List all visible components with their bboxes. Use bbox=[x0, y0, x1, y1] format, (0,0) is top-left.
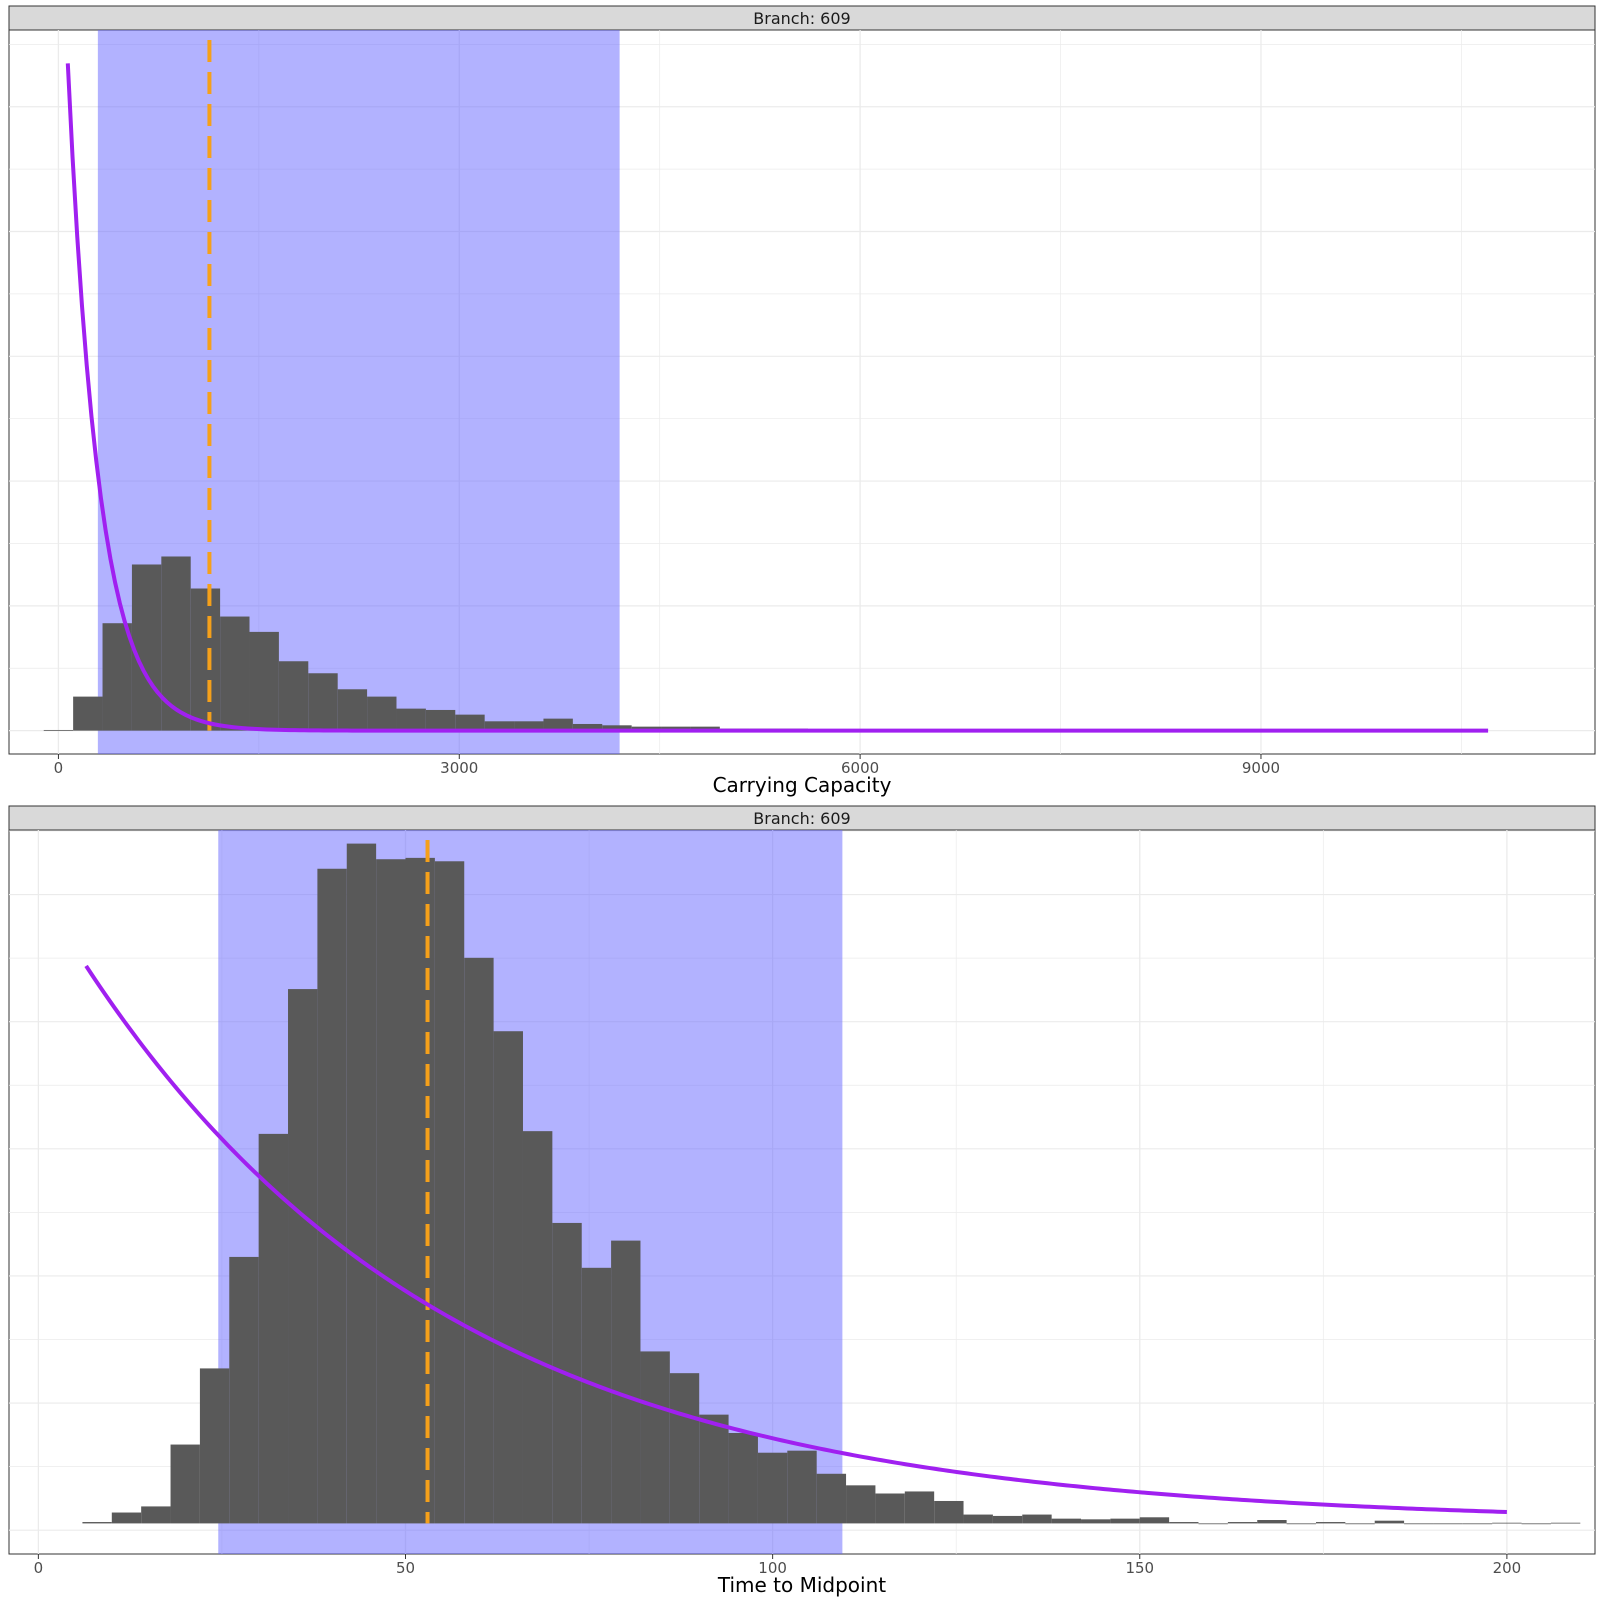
histogram-bar bbox=[572, 723, 603, 731]
strip-background bbox=[8, 5, 1596, 31]
strip-label: Branch: 609 bbox=[753, 9, 850, 28]
histogram-bar bbox=[1462, 1523, 1493, 1525]
histogram-bar bbox=[963, 1514, 993, 1524]
histogram-bar bbox=[1374, 1520, 1405, 1524]
histogram-bar bbox=[875, 1493, 905, 1524]
histogram-bar bbox=[522, 1131, 553, 1524]
panel-carrying-capacity: Branch: 609 0 3000 6000 9000 Carrying Capac… bbox=[8, 5, 1596, 797]
histogram-bar bbox=[1022, 1514, 1052, 1524]
x-tick-label: 50 bbox=[396, 1559, 415, 1577]
histogram-bar bbox=[131, 564, 162, 731]
histogram-bar bbox=[1550, 1522, 1581, 1524]
histogram-bar bbox=[631, 726, 662, 731]
histogram-bar bbox=[787, 1450, 817, 1524]
x-tick-label: 6000 bbox=[841, 759, 879, 777]
histogram-bar bbox=[1315, 1522, 1346, 1524]
histogram-bar bbox=[102, 623, 132, 731]
histogram-bar bbox=[82, 1522, 112, 1524]
histogram-bar bbox=[992, 1515, 1023, 1524]
prior-curve-line bbox=[65, 63, 1489, 733]
histogram-bar bbox=[1110, 1518, 1140, 1524]
histogram-bar bbox=[1433, 1523, 1463, 1525]
histogram-bar bbox=[43, 729, 74, 731]
histogram-bar bbox=[425, 709, 456, 731]
histogram-bar bbox=[1051, 1518, 1082, 1524]
histogram-bar bbox=[640, 1351, 670, 1524]
strip-label: Branch: 609 bbox=[753, 809, 850, 828]
histogram-bar bbox=[543, 718, 573, 731]
histogram-bars bbox=[82, 843, 1581, 1525]
histogram-bar bbox=[493, 1031, 523, 1524]
histogram-bar bbox=[1169, 1522, 1199, 1524]
x-axis-ticks: 0 3000 6000 9000 bbox=[54, 754, 1280, 777]
histogram-bar bbox=[1286, 1523, 1316, 1525]
x-tick-label: 100 bbox=[758, 1559, 787, 1577]
histogram-bar bbox=[308, 673, 338, 731]
prior-curve bbox=[65, 63, 1489, 733]
histogram-bar bbox=[190, 588, 221, 731]
histogram-bar bbox=[1404, 1523, 1434, 1525]
histogram-bar bbox=[367, 696, 397, 731]
prior-curve bbox=[84, 964, 1507, 1514]
prior-curve-line bbox=[84, 964, 1507, 1514]
histogram-bar bbox=[816, 1473, 847, 1524]
x-tick-label: 3000 bbox=[440, 759, 478, 777]
histogram-bar bbox=[934, 1500, 964, 1524]
histogram-bar bbox=[111, 1512, 142, 1524]
histogram-bar bbox=[405, 857, 435, 1524]
strip-background bbox=[8, 805, 1596, 831]
histogram-bar bbox=[434, 861, 465, 1524]
histogram-bar bbox=[396, 708, 426, 731]
histogram-bar bbox=[1492, 1522, 1522, 1524]
histogram-bar bbox=[1521, 1523, 1551, 1525]
panel-time-to-midpoint: Branch: 609 0 50 100 150 200 Time to Midpoin… bbox=[8, 805, 1596, 1597]
histogram-bar bbox=[484, 721, 515, 731]
x-tick-label: 0 bbox=[54, 759, 64, 777]
histogram-bar bbox=[514, 721, 544, 731]
histogram-bar bbox=[337, 689, 368, 731]
x-tick-label: 0 bbox=[34, 1559, 44, 1577]
histogram-bar bbox=[846, 1485, 876, 1524]
histogram-bar bbox=[1227, 1522, 1258, 1524]
histogram-bar bbox=[1257, 1520, 1287, 1524]
histogram-bar bbox=[661, 726, 691, 731]
histogram-bar bbox=[161, 556, 191, 731]
x-tick-label: 150 bbox=[1125, 1559, 1154, 1577]
histogram-bar bbox=[317, 868, 347, 1524]
x-tick-label: 9000 bbox=[1242, 759, 1280, 777]
histogram-bar bbox=[1139, 1517, 1170, 1524]
histogram-bar bbox=[346, 843, 377, 1524]
histogram-bar bbox=[602, 725, 632, 731]
x-axis-title: Time to Midpoint bbox=[717, 1573, 886, 1597]
histogram-bar bbox=[229, 1256, 259, 1524]
histogram-bar bbox=[220, 616, 250, 731]
histogram-bar bbox=[611, 1240, 641, 1524]
x-tick-label: 200 bbox=[1493, 1559, 1522, 1577]
histogram-bar bbox=[170, 1444, 200, 1524]
histogram-bar bbox=[757, 1452, 788, 1524]
histogram-bar bbox=[464, 957, 494, 1524]
histogram-bar bbox=[278, 661, 309, 731]
histogram-bar bbox=[249, 631, 279, 731]
histogram-bar bbox=[699, 1414, 729, 1524]
x-axis-ticks: 0 50 100 150 200 bbox=[34, 1554, 1522, 1577]
histogram-bar bbox=[904, 1491, 935, 1524]
histogram-bar bbox=[199, 1368, 230, 1524]
histogram-bar bbox=[728, 1432, 758, 1524]
histogram-bar bbox=[690, 726, 720, 731]
x-axis-title: Carrying Capacity bbox=[713, 773, 892, 797]
histogram-bar bbox=[1081, 1519, 1111, 1524]
histogram-bar bbox=[73, 696, 103, 731]
histogram-bar bbox=[669, 1373, 700, 1524]
histogram-bar bbox=[581, 1267, 612, 1524]
histogram-bar bbox=[376, 859, 406, 1524]
histogram-bar bbox=[455, 714, 485, 731]
histogram-bar bbox=[1345, 1523, 1375, 1525]
histogram-bar bbox=[288, 989, 318, 1524]
histogram-bar bbox=[141, 1506, 171, 1524]
histogram-bar bbox=[258, 1133, 289, 1524]
histogram-bar bbox=[1198, 1523, 1228, 1525]
